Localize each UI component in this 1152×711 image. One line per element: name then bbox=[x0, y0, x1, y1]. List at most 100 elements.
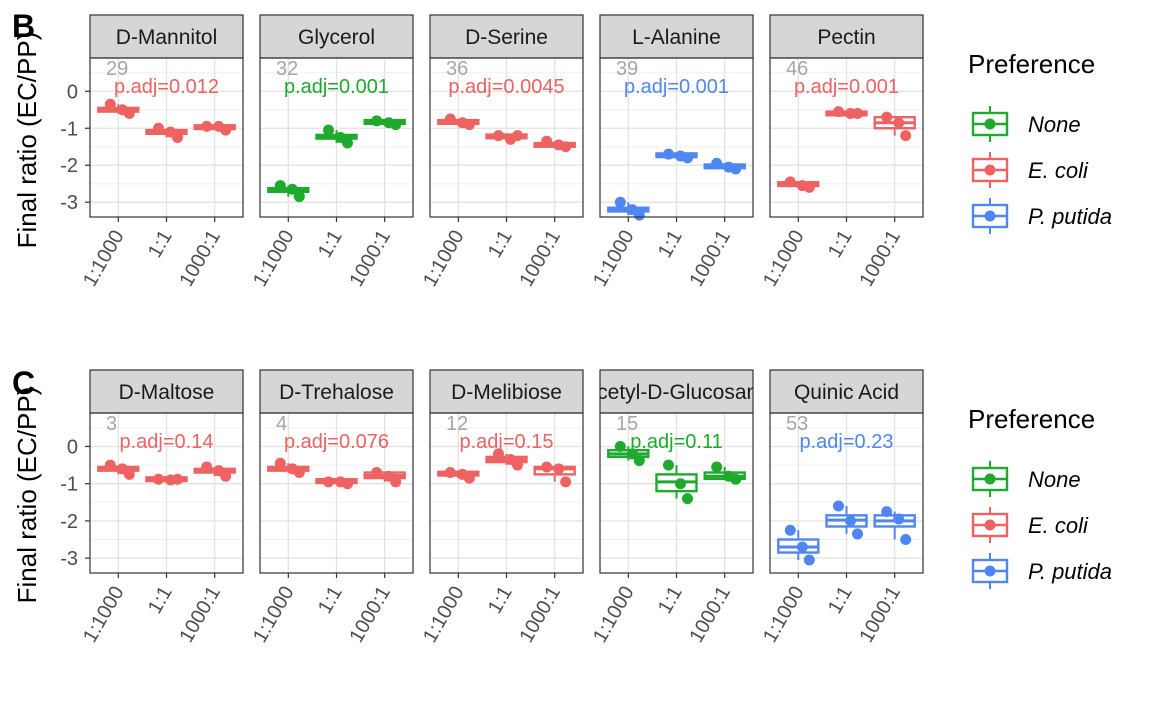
y-tick-label: -3 bbox=[60, 548, 78, 570]
legend-item-label: E. coli bbox=[1028, 158, 1089, 183]
x-tick-label: 1000:1 bbox=[685, 227, 735, 291]
y-tick-label: -2 bbox=[60, 511, 78, 533]
data-point bbox=[172, 132, 183, 143]
data-point bbox=[784, 524, 796, 536]
x-tick-label: 1:1 bbox=[314, 583, 347, 618]
data-point bbox=[293, 191, 305, 203]
data-point bbox=[893, 513, 905, 525]
x-tick-label: 1:1000 bbox=[249, 583, 299, 647]
data-point bbox=[675, 478, 686, 490]
x-tick-label: 1000:1 bbox=[345, 227, 395, 291]
data-point bbox=[463, 119, 475, 131]
y-tick-label: -1 bbox=[60, 118, 78, 140]
facet-n-acetyl-d-glucosamine: N-Acetyl-D-Glucosamine 15p.adj=0.11 1:1000… bbox=[561, 369, 792, 647]
data-point bbox=[104, 459, 116, 471]
data-point bbox=[371, 115, 383, 127]
x-tick-label: 1000:1 bbox=[855, 583, 905, 647]
facet-strip-label: N-Acetyl-D-Glucosamine bbox=[561, 381, 792, 404]
x-tick-label: 1:1000 bbox=[79, 227, 129, 291]
legend-item-label: E. coli bbox=[1028, 513, 1089, 538]
facet-id-label: 36 bbox=[446, 58, 468, 80]
y-tick-label: -3 bbox=[60, 192, 78, 214]
data-point bbox=[323, 124, 334, 136]
facet-strip-label: D-Trehalose bbox=[279, 381, 394, 404]
legend-item-label: None bbox=[1028, 112, 1081, 137]
x-tick-label: 1:1 bbox=[484, 227, 517, 262]
panel-label: C bbox=[12, 365, 35, 401]
data-point bbox=[123, 107, 135, 119]
data-point bbox=[444, 467, 456, 479]
facet-id-label: 29 bbox=[106, 58, 128, 80]
legend-key-point bbox=[984, 118, 996, 130]
data-point bbox=[104, 98, 116, 110]
facet-strip-label: D-Mannitol bbox=[116, 26, 218, 49]
x-tick-label: 1000:1 bbox=[855, 227, 905, 291]
x-tick-label: 1000:1 bbox=[175, 583, 225, 647]
facet-strip-label: D-Maltose bbox=[119, 381, 215, 404]
data-point bbox=[323, 476, 334, 488]
data-point bbox=[553, 463, 565, 475]
data-point bbox=[852, 107, 863, 119]
facet-strip bbox=[769, 14, 924, 59]
legend-key-point bbox=[984, 210, 996, 222]
x-tick-label: 1:1000 bbox=[419, 227, 469, 291]
data-point bbox=[711, 461, 723, 473]
data-point bbox=[803, 554, 815, 566]
data-point bbox=[900, 130, 912, 142]
facet-strip bbox=[89, 14, 244, 59]
data-point bbox=[682, 152, 693, 164]
facet-strip bbox=[599, 369, 754, 414]
x-tick-label: 1:1 bbox=[484, 583, 517, 618]
facet-id-label: 53 bbox=[786, 413, 808, 435]
data-point bbox=[803, 181, 815, 193]
x-tick-label: 1:1 bbox=[654, 583, 687, 618]
p-adj-label: p.adj=0.001 bbox=[624, 76, 729, 98]
data-point bbox=[614, 196, 626, 208]
data-point bbox=[730, 473, 742, 485]
y-tick-label: 0 bbox=[67, 81, 78, 103]
legend-title: Preference bbox=[968, 49, 1095, 79]
p-adj-label: p.adj=0.15 bbox=[460, 431, 554, 453]
data-point bbox=[633, 209, 645, 221]
p-adj-label: p.adj=0.001 bbox=[284, 76, 389, 98]
facet-strip bbox=[259, 369, 414, 414]
data-point bbox=[626, 448, 638, 460]
data-point bbox=[274, 457, 286, 469]
facet-strip-label: Pectin bbox=[817, 26, 875, 49]
data-point bbox=[711, 157, 723, 169]
legend: Preference None E. coli P. putida bbox=[968, 404, 1112, 589]
data-point bbox=[852, 528, 863, 540]
data-point bbox=[560, 141, 572, 153]
data-point bbox=[463, 472, 475, 484]
data-point bbox=[153, 122, 164, 134]
legend-item: E. coli bbox=[971, 152, 1089, 188]
p-adj-label: p.adj=0.0045 bbox=[448, 76, 564, 98]
p-adj-label: p.adj=0.076 bbox=[284, 431, 389, 453]
data-point bbox=[153, 473, 164, 485]
x-tick-label: 1:1 bbox=[824, 227, 857, 262]
data-point bbox=[730, 163, 742, 175]
data-point bbox=[172, 473, 183, 485]
x-tick-label: 1000:1 bbox=[685, 583, 735, 647]
y-axis-title: Final ratio (EC/PP) bbox=[12, 32, 42, 249]
data-point bbox=[833, 106, 844, 118]
data-point bbox=[845, 515, 856, 527]
p-adj-label: p.adj=0.14 bbox=[120, 431, 214, 453]
facet-strip-label: D-Serine bbox=[465, 26, 548, 49]
p-adj-label: p.adj=0.012 bbox=[114, 76, 219, 98]
x-tick-label: 1:1000 bbox=[589, 583, 639, 647]
data-point bbox=[342, 137, 353, 149]
legend-item: E. coli bbox=[971, 507, 1089, 543]
data-point bbox=[123, 468, 135, 480]
legend-key-point bbox=[984, 473, 996, 485]
legend-item-label: P. putida bbox=[1028, 559, 1112, 584]
x-tick-label: 1:1 bbox=[824, 583, 857, 618]
y-axis-title: Final ratio (EC/PP) bbox=[12, 387, 42, 604]
p-adj-label: p.adj=0.11 bbox=[630, 431, 723, 453]
